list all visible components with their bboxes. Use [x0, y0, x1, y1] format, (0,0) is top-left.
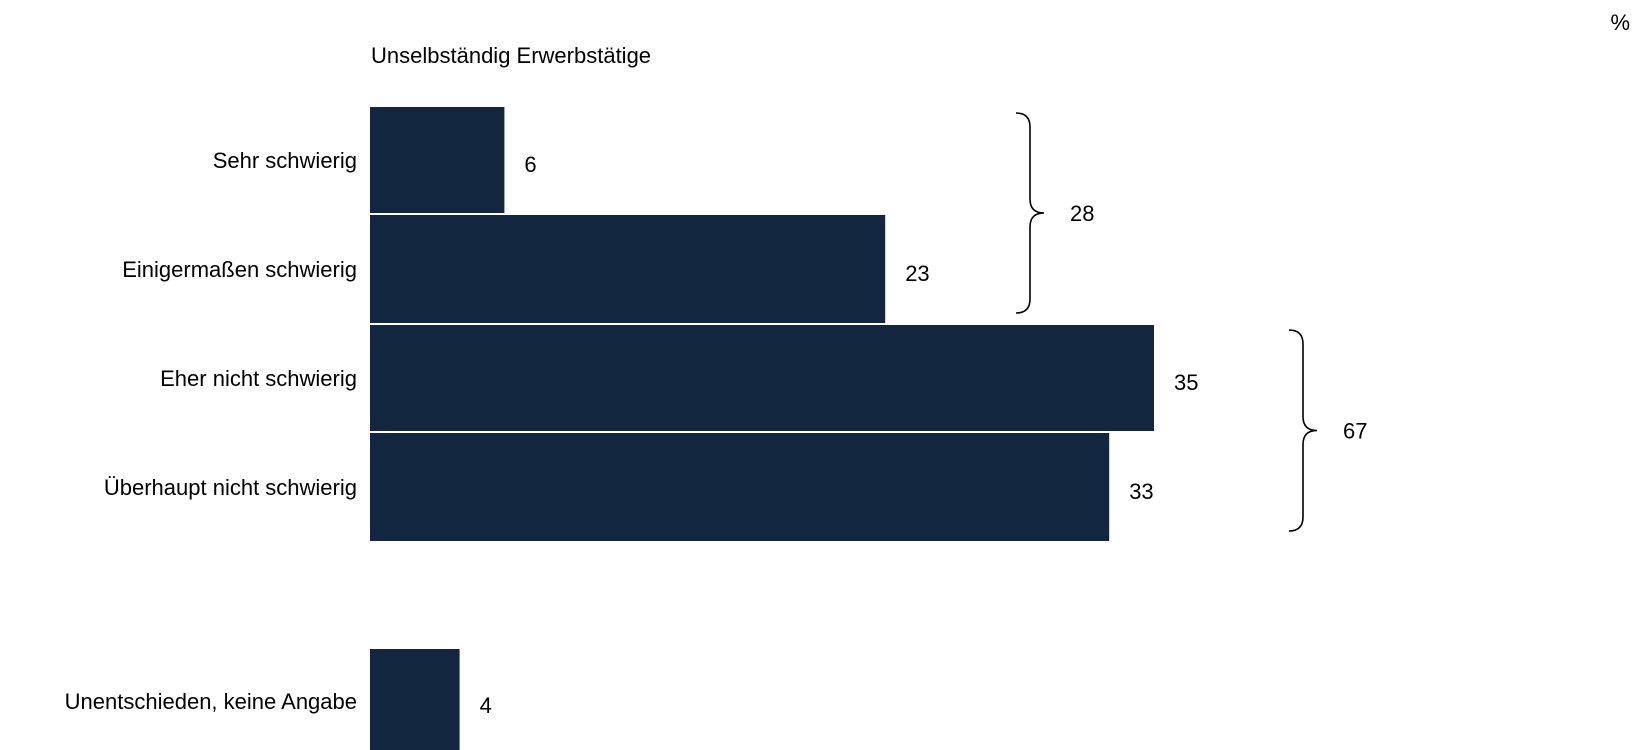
group-brace-0 — [1015, 112, 1045, 314]
bar-0 — [370, 107, 505, 213]
bar-1 — [370, 215, 886, 323]
category-label-0: Sehr schwierig — [213, 148, 357, 173]
value-labels-layer: 6 23 35 33 4 — [480, 152, 1199, 718]
value-label-2: 35 — [1174, 370, 1198, 395]
group-brace-1 — [1288, 329, 1318, 532]
bar-4 — [370, 649, 460, 750]
group-total-label-1: 67 — [1343, 419, 1367, 444]
value-label-4: 4 — [480, 693, 492, 718]
group-total-label-0: 28 — [1070, 201, 1094, 226]
braces-layer: 28 67 — [1015, 112, 1367, 532]
bar-3 — [370, 433, 1110, 541]
category-label-2: Eher nicht schwierig — [160, 366, 357, 391]
value-label-0: 6 — [524, 152, 536, 177]
category-labels-layer: Sehr schwierig Einigermaßen schwierig Eher… — [65, 148, 357, 714]
value-label-1: 23 — [905, 261, 929, 286]
category-label-1: Einigermaßen schwierig — [122, 257, 357, 282]
category-label-3: Überhaupt nicht schwierig — [104, 475, 357, 500]
chart-subtitle: Unselbständig Erwerbstätige — [371, 43, 651, 68]
unit-label: % — [1610, 10, 1630, 35]
bars-layer — [370, 107, 1154, 750]
bar-2 — [370, 325, 1154, 431]
value-label-3: 33 — [1129, 479, 1153, 504]
category-label-4: Unentschieden, keine Angabe — [65, 689, 357, 714]
